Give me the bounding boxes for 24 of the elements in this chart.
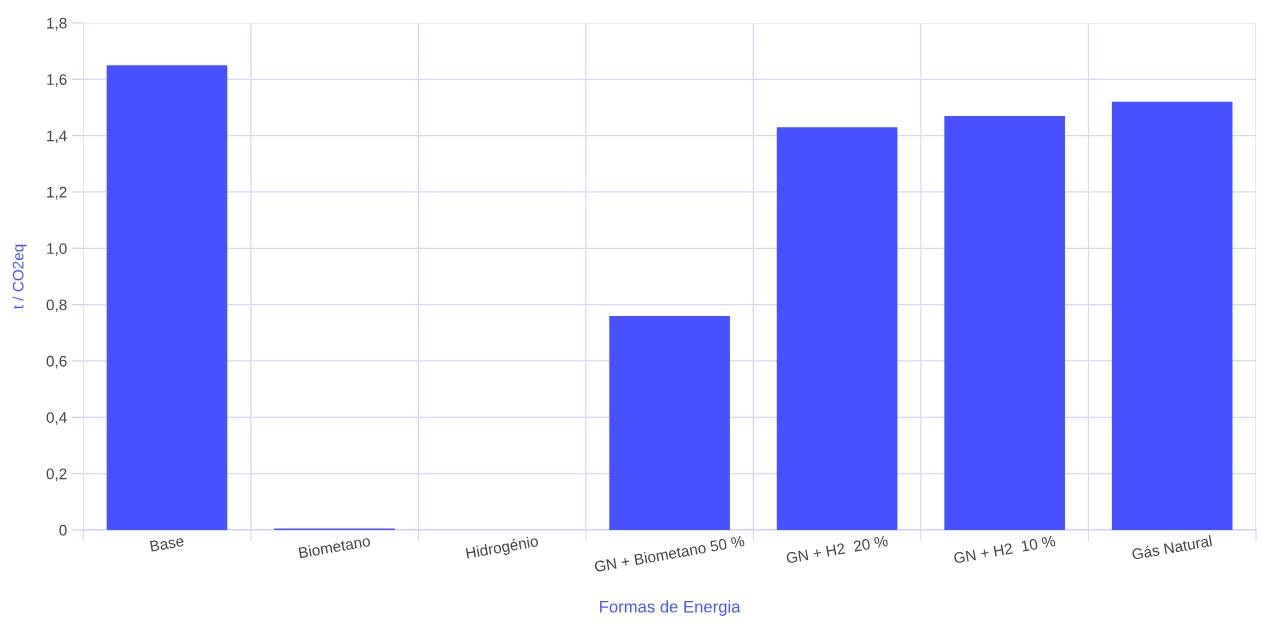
y-tick-label: 0,6	[46, 355, 67, 369]
y-tick-label: 0,4	[46, 412, 67, 425]
x-tick-label: Hidrogénio	[465, 534, 540, 562]
y-tick-label: 1,0	[47, 243, 67, 256]
y-tick-label: 1,4	[47, 130, 67, 144]
x-tick-label: GN + Biometano 50 %	[594, 534, 745, 573]
bar	[1111, 101, 1233, 530]
x-tick-label: GN + H2 20 %	[785, 535, 889, 564]
bar	[609, 315, 730, 530]
x-tick-label: Gás Natural	[1131, 534, 1213, 560]
y-axis-title: t / CO2eq	[12, 244, 27, 309]
y-tick-label: 0,8	[46, 299, 67, 313]
y-tick-label: 1,8	[47, 17, 67, 31]
x-axis-title: Formas de Energia	[600, 600, 741, 616]
y-tick-label: 1,2	[47, 186, 67, 200]
bar	[944, 115, 1065, 530]
x-tick-label: GN + H2 10 %	[953, 535, 1056, 564]
x-tick-label: Base	[149, 535, 185, 552]
y-tick-label: 0	[59, 524, 67, 536]
y-tick-label: 1,6	[47, 74, 67, 87]
x-tick-label: Biometano	[298, 534, 371, 559]
bar	[776, 127, 898, 530]
bar	[106, 65, 228, 530]
y-tick-label: 0,2	[46, 468, 67, 482]
